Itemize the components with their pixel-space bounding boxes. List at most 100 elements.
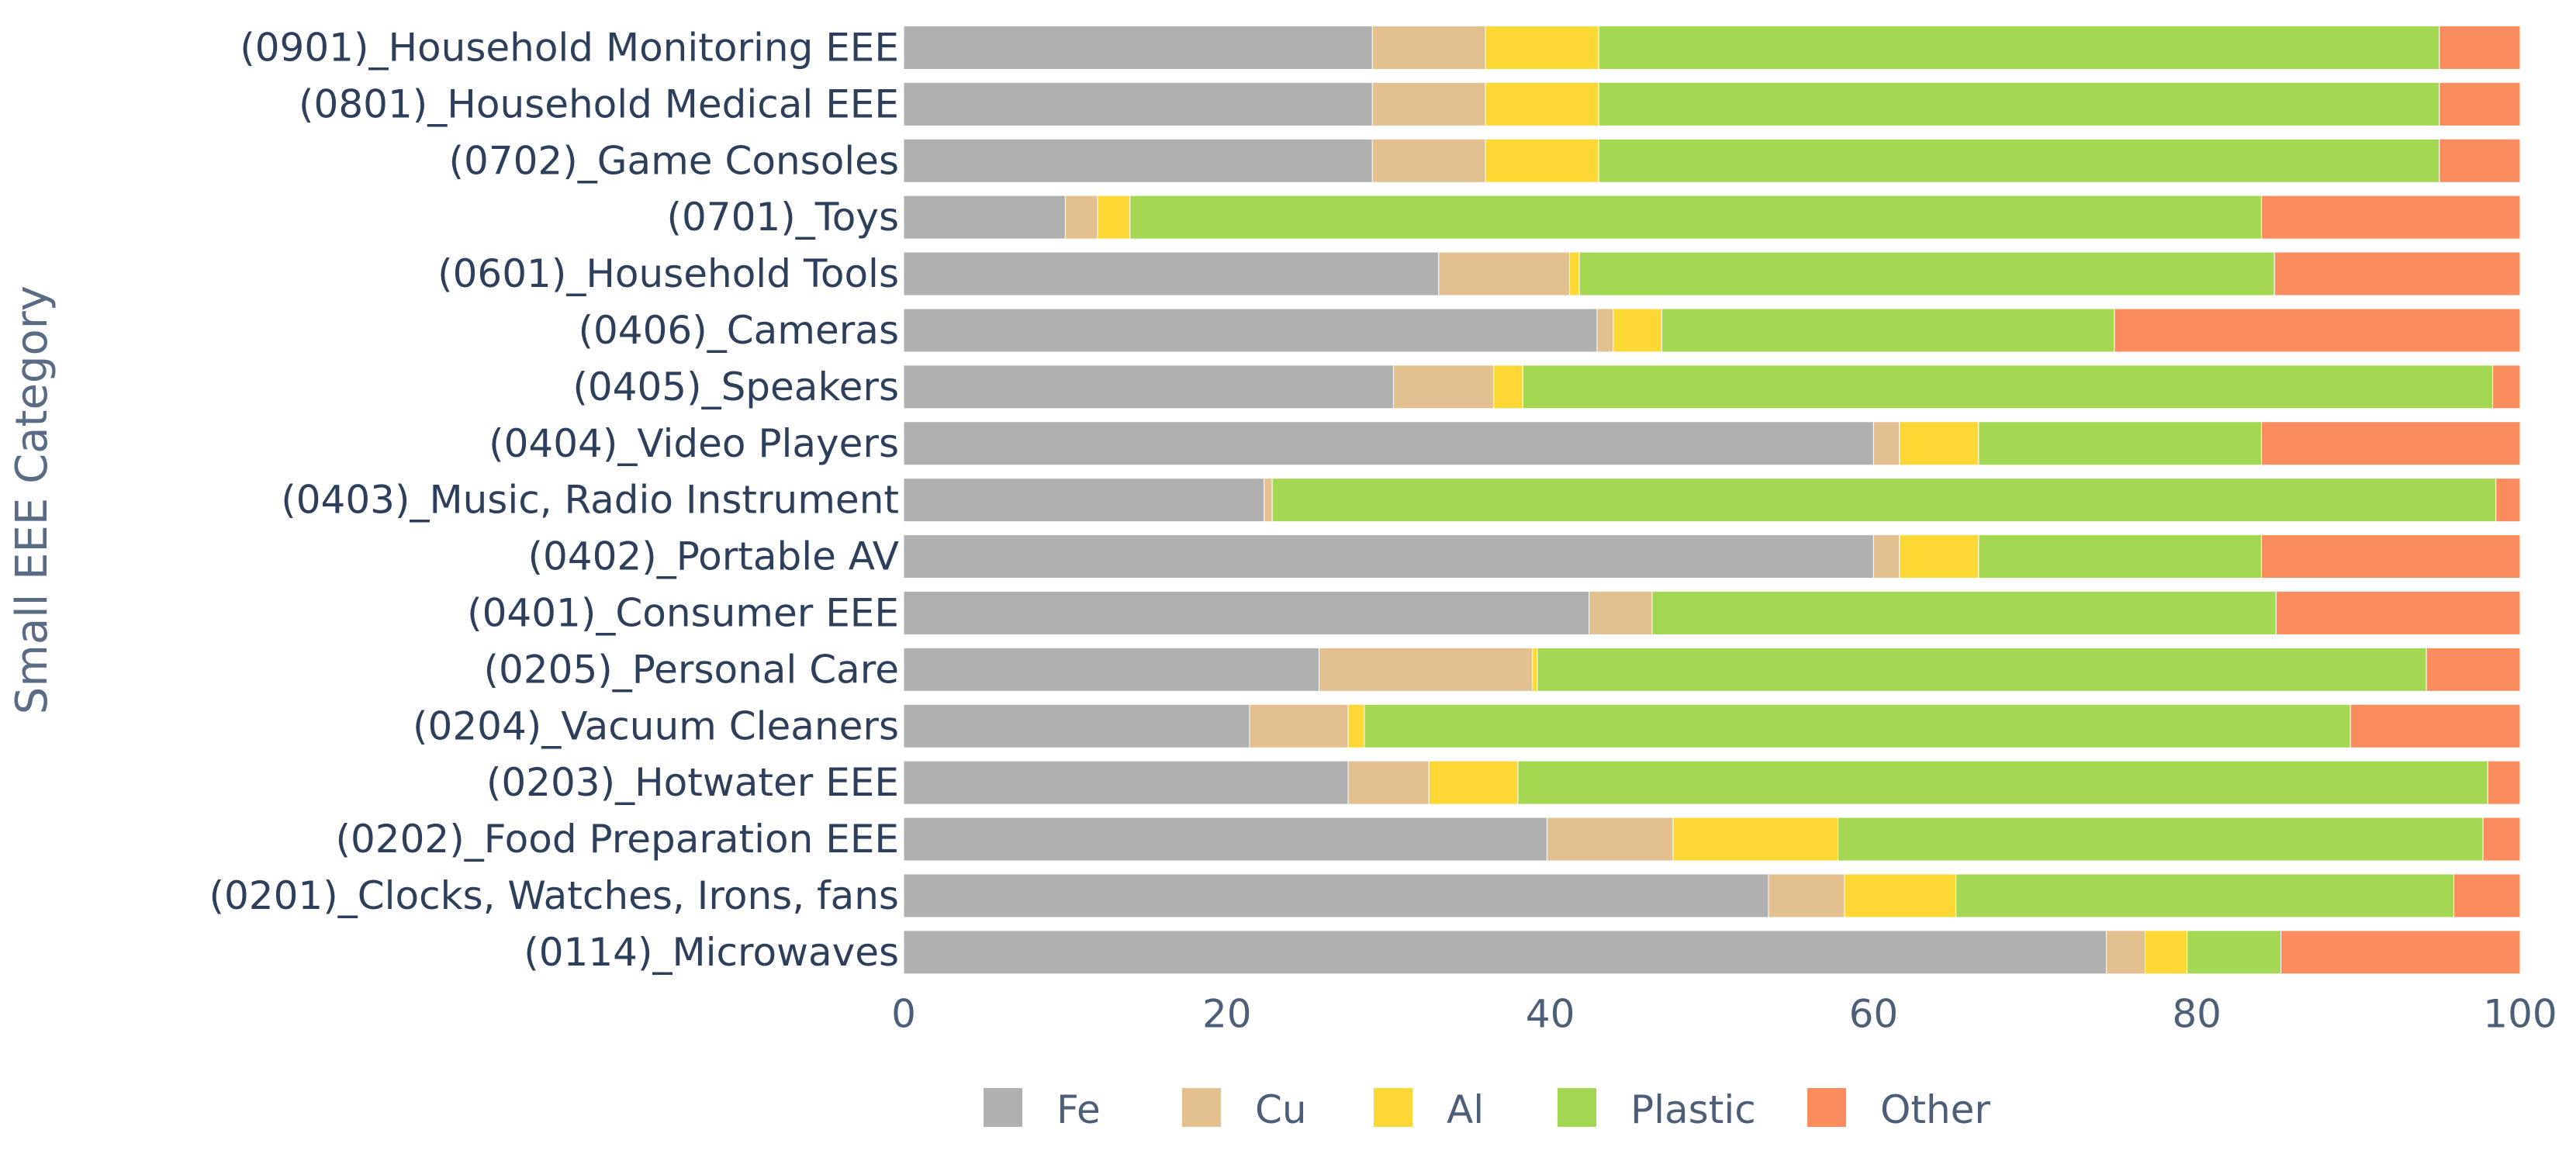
category-label: (0205)_Personal Care — [484, 647, 899, 692]
bar-segment-plastic — [1978, 421, 2263, 466]
bar-segment-fe — [903, 930, 2107, 975]
bar-segment-other — [2426, 647, 2521, 692]
bar-segment-al — [1532, 647, 1538, 692]
legend-label: Cu — [1255, 1087, 1307, 1132]
category-label: (0114)_Microwaves — [524, 930, 899, 975]
category-label: (0401)_Consumer EEE — [467, 590, 899, 635]
bar-segment-fe — [903, 421, 1874, 466]
category-label: (0202)_Food Preparation EEE — [335, 817, 899, 862]
bar-segment-other — [2350, 703, 2521, 748]
bar-segment-fe — [903, 195, 1066, 240]
bar-segment-plastic — [1578, 251, 2275, 296]
legend-item-fe[interactable]: Fe — [984, 1087, 1101, 1132]
category-label: (0406)_Cameras — [578, 308, 899, 353]
x-tick-label: 60 — [1849, 991, 1899, 1036]
bar-segment-other — [2492, 365, 2521, 409]
category-labels: (0901)_Household Monitoring EEE (0801)_Ho… — [209, 25, 899, 974]
bar-segment-plastic — [1517, 760, 2488, 805]
legend-item-al[interactable]: Al — [1374, 1087, 1484, 1132]
bar-segment-cu — [1596, 308, 1614, 353]
bar-segment-al — [2145, 930, 2188, 975]
legend-item-other[interactable]: Other — [1807, 1087, 1990, 1132]
bar-segment-plastic — [1364, 703, 2351, 748]
legend-swatch — [1807, 1088, 1846, 1127]
x-axis-ticks: 0 20 40 60 80 100 — [891, 991, 2557, 1036]
category-label: (0405)_Speakers — [572, 365, 899, 409]
bar-segment-other — [2280, 930, 2521, 975]
bar-segment-fe — [903, 703, 1250, 748]
bar-segment-al — [1844, 873, 1957, 918]
bar-segment-al — [1613, 308, 1662, 353]
bar-segment-cu — [2106, 930, 2146, 975]
bar-segment-other — [2439, 25, 2521, 70]
bar-segment-cu — [1589, 590, 1653, 635]
bar-segment-al — [1569, 251, 1580, 296]
bar-segment-al — [1097, 195, 1131, 240]
bar-segment-other — [2482, 817, 2521, 862]
x-tick-label: 100 — [2483, 991, 2557, 1036]
bar-segment-fe — [903, 760, 1349, 805]
bar-segment-fe — [903, 365, 1394, 409]
bar-segment-other — [2261, 534, 2521, 579]
x-tick-label: 0 — [891, 991, 916, 1036]
legend-label: Al — [1447, 1087, 1484, 1132]
category-label: (0801)_Household Medical EEE — [299, 81, 899, 126]
bars-layer — [903, 25, 2521, 975]
bar-segment-fe — [903, 817, 1547, 862]
bar-segment-cu — [1319, 647, 1533, 692]
bar-segment-cu — [1872, 534, 1900, 579]
bar-segment-fe — [903, 138, 1373, 183]
bar-segment-fe — [903, 647, 1320, 692]
bar-segment-plastic — [1955, 873, 2455, 918]
legend-swatch — [1182, 1088, 1221, 1127]
category-label: (0404)_Video Players — [489, 421, 899, 466]
legend-item-cu[interactable]: Cu — [1182, 1087, 1307, 1132]
legend-swatch — [1374, 1088, 1412, 1127]
bar-segment-cu — [1872, 421, 1900, 466]
bar-segment-cu — [1064, 195, 1098, 240]
legend-label: Other — [1880, 1087, 1990, 1132]
bar-segment-other — [2439, 138, 2521, 183]
bar-segment-fe — [903, 534, 1874, 579]
bar-segment-fe — [903, 81, 1373, 126]
bar-segment-other — [2487, 760, 2521, 805]
category-label: (0403)_Music, Radio Instrument — [281, 478, 899, 523]
bar-segment-cu — [1438, 251, 1571, 296]
bar-segment-other — [2261, 421, 2521, 466]
bar-segment-plastic — [2187, 930, 2282, 975]
bar-segment-plastic — [1661, 308, 2115, 353]
x-tick-label: 40 — [1526, 991, 1575, 1036]
bar-segment-cu — [1347, 760, 1430, 805]
x-tick-label: 20 — [1202, 991, 1252, 1036]
bar-segment-cu — [1392, 365, 1495, 409]
bar-segment-fe — [903, 873, 1769, 918]
bar-segment-other — [2453, 873, 2521, 918]
legend-item-plastic[interactable]: Plastic — [1558, 1087, 1756, 1132]
bar-segment-fe — [903, 25, 1373, 70]
category-label: (0702)_Game Consoles — [448, 138, 899, 183]
bar-segment-plastic — [1537, 647, 2427, 692]
bar-segment-al — [1899, 421, 1980, 466]
category-label: (0402)_Portable AV — [527, 534, 899, 579]
bar-segment-al — [1485, 81, 1599, 126]
category-label: (0201)_Clocks, Watches, Irons, fans — [209, 873, 899, 918]
legend-label: Fe — [1056, 1087, 1101, 1132]
bar-segment-al — [1485, 138, 1599, 183]
bar-segment-other — [2495, 478, 2521, 523]
bar-segment-al — [1428, 760, 1519, 805]
category-label: (0601)_Household Tools — [437, 251, 899, 296]
bar-segment-other — [2261, 195, 2521, 240]
bar-segment-fe — [903, 478, 1265, 523]
legend-swatch — [984, 1088, 1022, 1127]
category-label: (0203)_Hotwater EEE — [486, 760, 899, 805]
bar-segment-other — [2273, 251, 2521, 296]
category-label: (0701)_Toys — [666, 195, 899, 240]
bar-segment-al — [1485, 25, 1599, 70]
bar-segment-plastic — [1598, 81, 2440, 126]
bar-segment-fe — [903, 251, 1440, 296]
bar-segment-plastic — [1598, 138, 2440, 183]
bar-segment-cu — [1371, 25, 1486, 70]
bar-segment-cu — [1249, 703, 1349, 748]
